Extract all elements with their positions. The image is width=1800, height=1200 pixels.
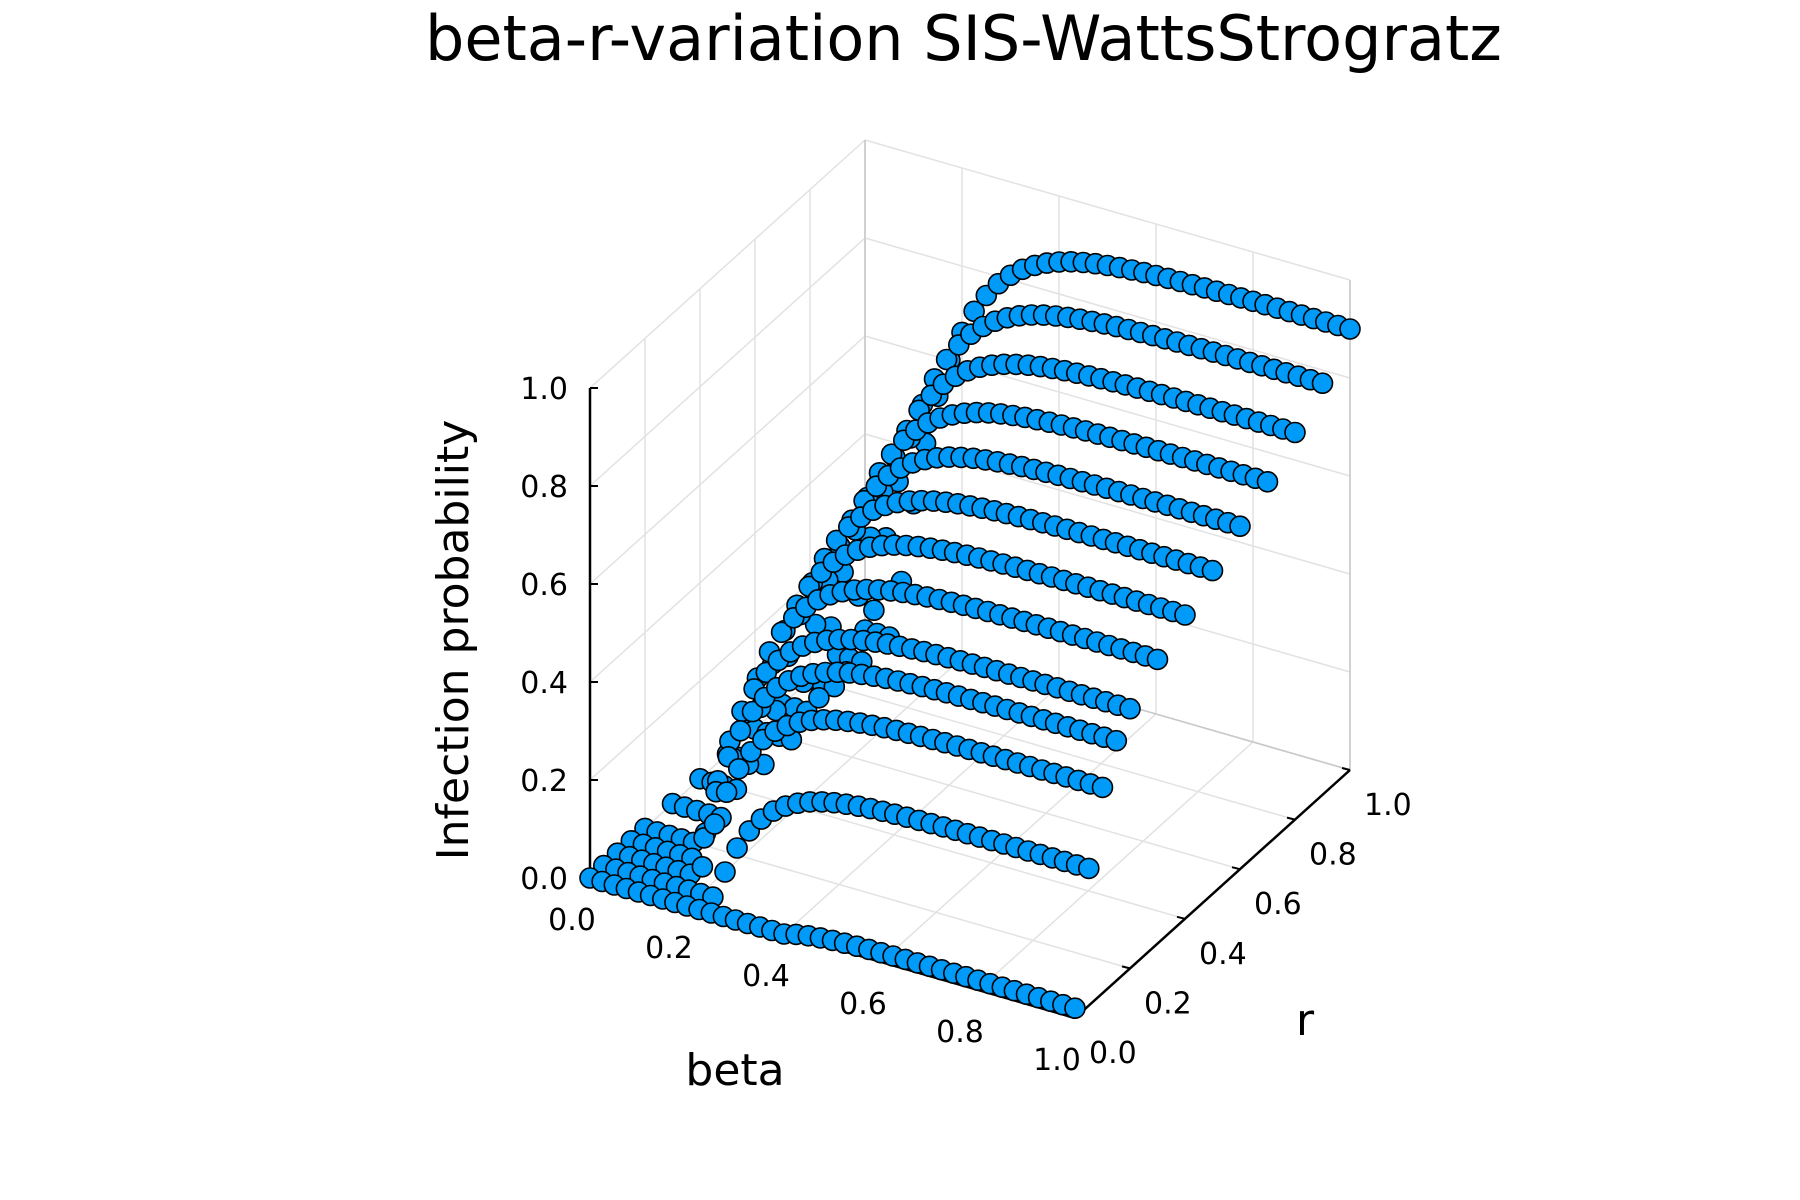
- data-point: [863, 599, 885, 622]
- y-tick-label: 1.0: [1364, 788, 1412, 823]
- y-tick-label: 0.2: [1144, 986, 1192, 1021]
- grid-line: [809, 678, 1296, 821]
- series-r-0.1: [606, 708, 1114, 886]
- grid-line: [699, 778, 1186, 920]
- z-axis-label: Infection probability: [428, 420, 479, 861]
- data-point: [808, 686, 830, 709]
- tick-labels: 0.00.20.40.60.81.00.00.20.40.60.81.0 0.00…: [520, 372, 1411, 1078]
- grid-line: [864, 237, 1351, 379]
- z-tick-label: 0.6: [520, 568, 568, 603]
- data-point: [714, 861, 736, 883]
- y-tick-label: 0.8: [1309, 838, 1357, 873]
- data-point: [1229, 515, 1251, 538]
- chart-title: beta-r-variation SIS-WattsStrogratz: [425, 2, 1502, 75]
- data-point: [1119, 697, 1141, 720]
- series-r-0.2: [634, 628, 1141, 854]
- y-tick-label: 0.4: [1199, 937, 1247, 972]
- x-tick-label: 0.2: [645, 931, 693, 966]
- y-tick-label: 0.0: [1089, 1036, 1137, 1071]
- y-axis-line: [1074, 769, 1351, 1019]
- z-tick-label: 0.2: [520, 764, 568, 799]
- grid-line: [589, 237, 866, 487]
- data-point: [1105, 729, 1128, 752]
- y-tick: [1231, 866, 1241, 871]
- grid-line: [754, 728, 1241, 870]
- y-tick: [1121, 965, 1131, 970]
- grid-line: [864, 139, 1351, 281]
- series-r-0: [579, 867, 1086, 1020]
- data-points: [579, 250, 1361, 1020]
- grid-line: [644, 827, 1131, 970]
- data-point: [741, 700, 764, 723]
- data-point: [1078, 857, 1100, 880]
- data-point: [691, 855, 714, 878]
- grid-line: [589, 139, 866, 389]
- data-point: [729, 719, 752, 742]
- data-point: [935, 348, 958, 371]
- x-axis-label: beta: [685, 1045, 784, 1096]
- data-point: [1311, 372, 1334, 395]
- data-point: [715, 781, 738, 804]
- data-point: [1091, 776, 1114, 799]
- data-point: [1064, 997, 1086, 1020]
- data-point: [1284, 421, 1306, 444]
- data-point: [770, 621, 793, 644]
- x-tick-label: 0.4: [742, 959, 790, 994]
- data-point: [1146, 648, 1169, 671]
- z-tick-label: 0.8: [520, 470, 568, 505]
- data-point: [726, 837, 748, 859]
- z-tick-label: 1.0: [520, 372, 568, 407]
- y-tick: [1286, 816, 1296, 821]
- data-point: [727, 757, 750, 780]
- grid-line: [977, 741, 1254, 991]
- z-tick-label: 0.4: [520, 666, 568, 701]
- grid-line: [589, 433, 866, 683]
- x-tick-label: 0.8: [936, 1015, 984, 1050]
- x-tick-label: 0.6: [839, 987, 887, 1022]
- series-r-0.15: [620, 661, 1128, 870]
- data-point: [1339, 318, 1361, 340]
- y-tick: [1176, 915, 1186, 920]
- data-point: [1256, 470, 1279, 493]
- data-point: [1174, 604, 1196, 626]
- x-tick-label: 1.0: [1033, 1043, 1081, 1078]
- y-tick-label: 0.6: [1254, 887, 1302, 922]
- z-tick-label: 0.0: [520, 862, 568, 897]
- data-point: [1201, 559, 1224, 582]
- data-point: [703, 813, 726, 835]
- grid-line: [589, 335, 866, 585]
- series-r-0.05: [592, 791, 1100, 908]
- y-axis-label: r: [1296, 995, 1315, 1046]
- y-tick: [1341, 767, 1351, 771]
- x-tick-label: 0.0: [548, 903, 596, 938]
